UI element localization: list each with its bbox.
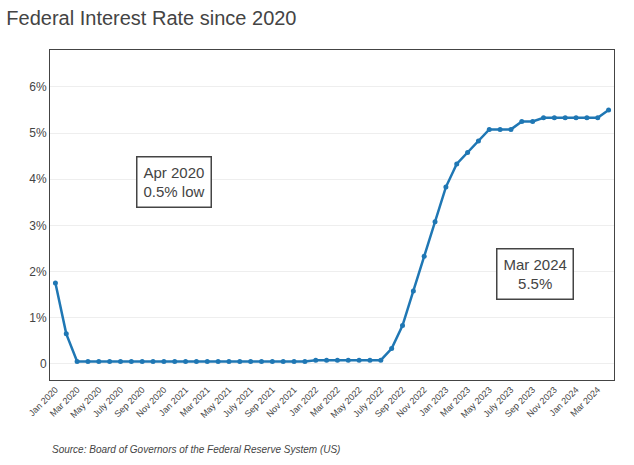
svg-text:Mar 2023: Mar 2023 xyxy=(438,385,472,419)
svg-text:May 2022: May 2022 xyxy=(329,385,364,420)
svg-text:5%: 5% xyxy=(29,126,47,140)
svg-text:Mar 2022: Mar 2022 xyxy=(308,385,342,419)
svg-text:Apr 20200.5% low: Apr 20200.5% low xyxy=(144,164,205,201)
svg-text:Nov 2022: Nov 2022 xyxy=(394,385,428,419)
svg-text:July 2021: July 2021 xyxy=(221,385,255,419)
svg-text:Jan 2021: Jan 2021 xyxy=(157,385,190,418)
svg-text:0: 0 xyxy=(40,357,47,371)
svg-text:May 2020: May 2020 xyxy=(68,385,103,420)
svg-text:1%: 1% xyxy=(29,311,47,325)
svg-text:May 2023: May 2023 xyxy=(459,385,494,420)
svg-text:July 2022: July 2022 xyxy=(351,385,385,419)
svg-text:Federal Interest Rate since 20: Federal Interest Rate since 2020 xyxy=(6,7,296,29)
svg-text:Sep 2022: Sep 2022 xyxy=(373,385,407,419)
svg-text:July 2023: July 2023 xyxy=(481,385,515,419)
svg-text:July 2020: July 2020 xyxy=(91,385,125,419)
svg-text:Jan 2023: Jan 2023 xyxy=(417,385,450,418)
svg-text:Mar 2020: Mar 2020 xyxy=(48,385,82,419)
svg-text:2%: 2% xyxy=(29,265,47,279)
svg-text:Sep 2020: Sep 2020 xyxy=(112,385,146,419)
svg-text:Mar 2021: Mar 2021 xyxy=(178,385,212,419)
svg-text:Mar 20245.5%: Mar 20245.5% xyxy=(504,256,567,293)
svg-text:Sep 2021: Sep 2021 xyxy=(243,385,277,419)
svg-text:Nov 2021: Nov 2021 xyxy=(264,385,298,419)
svg-text:Nov 2023: Nov 2023 xyxy=(525,385,559,419)
svg-text:May 2021: May 2021 xyxy=(199,385,234,420)
svg-text:Sep 2023: Sep 2023 xyxy=(503,385,537,419)
svg-text:Mar 2024: Mar 2024 xyxy=(568,385,602,419)
svg-text:Source: Board of Governors of: Source: Board of Governors of the Federa… xyxy=(52,444,340,455)
svg-text:Nov 2020: Nov 2020 xyxy=(134,385,168,419)
svg-text:4%: 4% xyxy=(29,172,47,186)
svg-text:Jan 2022: Jan 2022 xyxy=(287,385,320,418)
svg-text:Jan 2024: Jan 2024 xyxy=(547,385,580,418)
svg-text:6%: 6% xyxy=(29,80,47,94)
svg-text:3%: 3% xyxy=(29,219,47,233)
svg-text:Jan 2020: Jan 2020 xyxy=(27,385,60,418)
